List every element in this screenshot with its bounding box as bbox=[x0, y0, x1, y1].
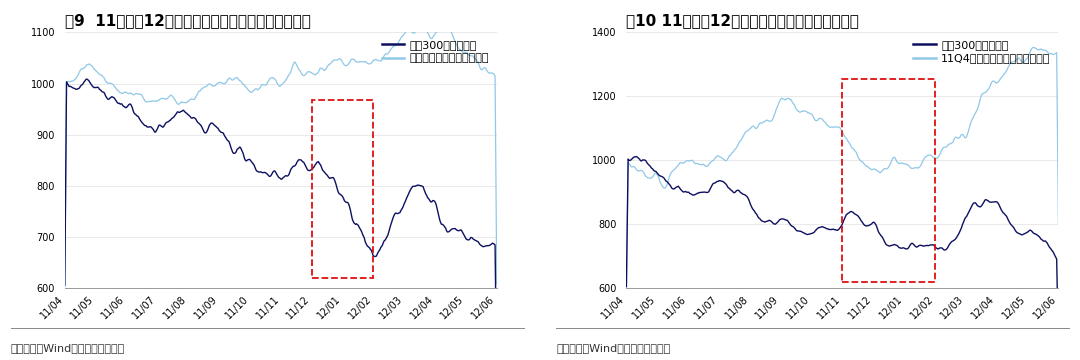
Bar bbox=[842, 79, 935, 282]
Text: 资料来源：Wind，海通证券研究所: 资料来源：Wind，海通证券研究所 bbox=[11, 343, 125, 353]
Text: 图9  11年底至12年初市场底部时高股息个股已经企稳: 图9 11年底至12年初市场底部时高股息个股已经企稳 bbox=[65, 13, 311, 28]
Text: 资料来源：Wind，海通证券研究所: 资料来源：Wind，海通证券研究所 bbox=[556, 343, 671, 353]
Bar bbox=[312, 100, 374, 278]
Text: 图10 11年底至12年初市场底部时基金重仓股补跌: 图10 11年底至12年初市场底部时基金重仓股补跌 bbox=[626, 13, 860, 28]
Legend: 沪深300（标准化）, 高股息个股指数（标准化）: 沪深300（标准化）, 高股息个股指数（标准化） bbox=[379, 38, 491, 66]
Legend: 沪深300（标准化）, 11Q4重仓股个股指数（标准化）: 沪深300（标准化）, 11Q4重仓股个股指数（标准化） bbox=[912, 38, 1053, 66]
